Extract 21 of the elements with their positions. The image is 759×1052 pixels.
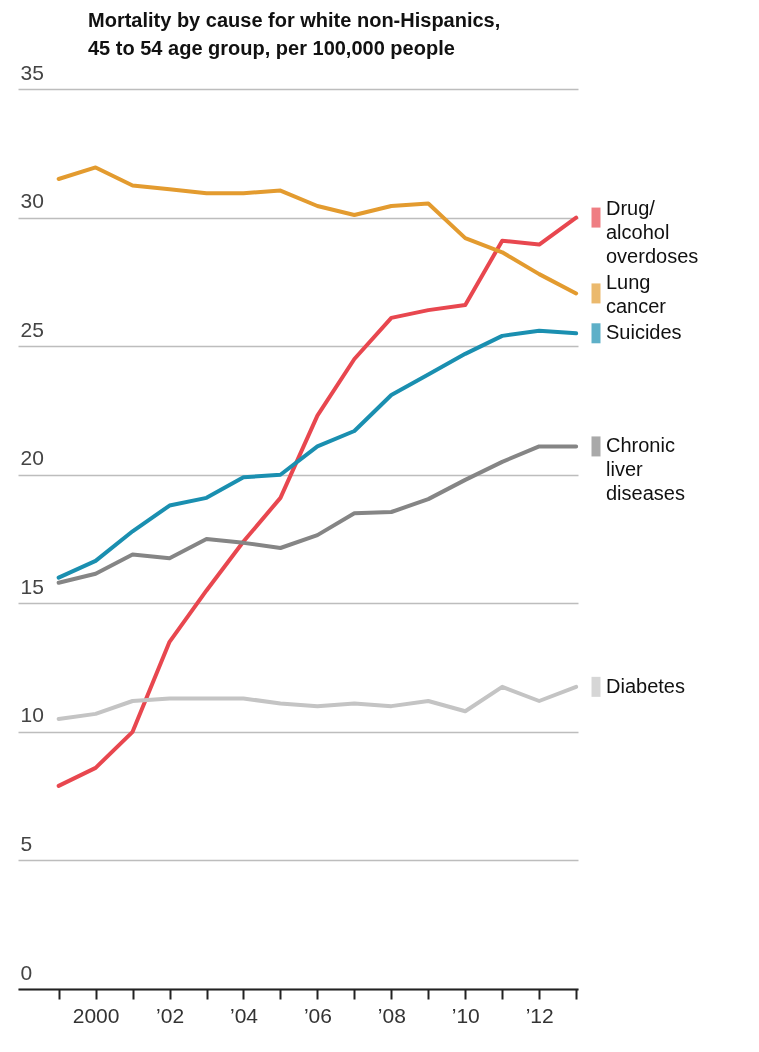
legend-label: Lung cancer (606, 271, 667, 318)
legend-label: Chronic liver diseases (606, 434, 685, 505)
y-tick-label: 30 (20, 189, 44, 213)
x-tick-label: ’08 (377, 1003, 406, 1027)
x-tick-label: ’04 (229, 1003, 259, 1027)
legend-label: Diabetes (606, 674, 685, 697)
y-tick-label: 10 (20, 703, 44, 727)
y-tick-label: 15 (20, 574, 44, 598)
legend-label: Suicides (606, 321, 682, 344)
x-tick-label: ’12 (525, 1003, 554, 1027)
legend-label: Drug/alcohol overdoses (606, 197, 699, 268)
y-tick-label: 0 (20, 960, 33, 984)
chart-title: Mortality by cause for white non-Hispanics, 45 to 54 age group, per 100,000 people (87, 8, 502, 61)
x-tick-label: ’10 (451, 1003, 480, 1027)
x-tick-label: 2000 (72, 1003, 120, 1027)
y-tick-label: 25 (20, 317, 44, 341)
y-tick-label: 5 (20, 831, 33, 855)
y-tick-label: 35 (20, 60, 44, 84)
x-tick-label: ’06 (303, 1003, 332, 1027)
y-tick-label: 20 (20, 446, 44, 470)
x-tick-label: ’02 (156, 1003, 185, 1027)
